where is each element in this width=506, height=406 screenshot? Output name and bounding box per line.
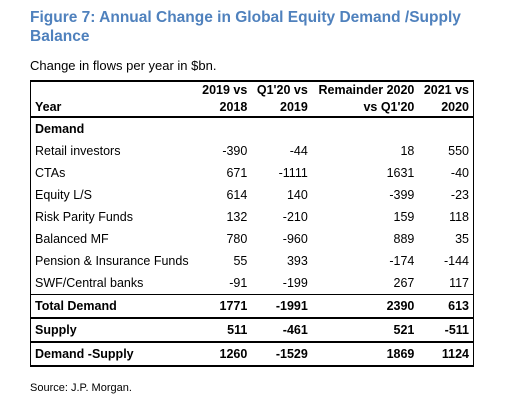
row-label: Balanced MF: [35, 232, 109, 246]
header-text: 2019 vs: [202, 83, 248, 97]
table-row: Demand -Supply 1260 -1529 1869 1124: [31, 342, 474, 366]
header-text: Q1'20 vs: [256, 83, 308, 97]
cell-value: 671: [226, 166, 248, 180]
cell-value: 613: [418, 294, 474, 319]
table-row: Risk Parity Funds 132 -210 159 118: [31, 206, 474, 228]
cell-value: -23: [450, 188, 469, 202]
column-header: Year: [30, 81, 197, 118]
column-header: 2019 vs 2018: [196, 81, 252, 118]
cell-value: 1260: [219, 347, 248, 361]
cell-value: 1869: [386, 347, 415, 361]
table-row: Pension & Insurance Funds 55 393 -174 -144: [31, 250, 474, 272]
cell-value: 1124: [441, 347, 469, 361]
cell-value: 511: [196, 318, 252, 343]
table-row: CTAs 671 -1111 1631 -40: [31, 162, 474, 184]
table-body: Demand Retail investors -390 -44 18 550 CTAs 67…: [30, 117, 474, 366]
table-row: Balanced MF 780 -960 889 35: [31, 228, 474, 250]
cell-value: 614: [226, 188, 248, 202]
cell-value: -960: [282, 232, 308, 246]
cell-value: -174: [389, 254, 415, 268]
cell-value: -461: [251, 318, 312, 343]
cell-value: -44: [289, 144, 308, 158]
cell-value: 35: [455, 232, 469, 246]
cell-value: -511: [418, 318, 474, 343]
cell-value: 1631: [386, 166, 415, 180]
cell-value: -1991: [251, 294, 312, 319]
cell-value: -144: [443, 254, 469, 268]
cell-value: -199: [251, 272, 312, 295]
cell-value: 780: [226, 232, 248, 246]
data-table: Year 2019 vs 2018 Q1'20 vs 2019 Remainder 202…: [30, 80, 474, 367]
header-text: Year: [35, 100, 62, 114]
cell-value: 132: [226, 210, 248, 224]
table-row: Total Demand 1771 -1991 2390 613: [30, 294, 474, 319]
column-header: Q1'20 vs 2019: [251, 81, 312, 118]
row-label: Demand -Supply: [35, 347, 134, 361]
cell-value: 118: [449, 210, 469, 224]
row-label: CTAs: [35, 166, 66, 180]
row-label: Equity L/S: [35, 188, 92, 202]
row-label: Total Demand: [30, 294, 197, 319]
row-label: SWF/Central banks: [30, 272, 197, 295]
cell-value: 521: [311, 318, 419, 343]
cell-value: 18: [400, 144, 415, 158]
cell-value: 550: [448, 144, 469, 158]
header-text: 2021 vs: [423, 83, 469, 97]
column-header: Remainder 2020 vs Q1'20: [311, 81, 419, 118]
cell-value: -210: [282, 210, 308, 224]
cell-value: -40: [450, 166, 469, 180]
header-text: Remainder 2020: [318, 83, 415, 97]
cell-value: -1529: [275, 347, 308, 361]
cell-value: -1111: [278, 166, 308, 180]
table-row: Equity L/S 614 140 -399 -23: [31, 184, 474, 206]
header-row: Year 2019 vs 2018 Q1'20 vs 2019 Remainder 202…: [30, 81, 474, 118]
cell-value: 1771: [196, 294, 252, 319]
cell-value: 267: [311, 272, 419, 295]
row-label: Pension & Insurance Funds: [35, 254, 189, 268]
cell-value: 55: [233, 254, 248, 268]
row-label: Retail investors: [35, 144, 121, 158]
section-label: Demand: [35, 122, 85, 136]
row-label: Supply: [30, 318, 197, 343]
cell-value: -390: [222, 144, 248, 158]
section-row: Demand: [31, 117, 474, 140]
cell-value: -399: [389, 188, 415, 202]
cell-value: 117: [418, 272, 474, 295]
column-header: 2021 vs 2020: [418, 81, 474, 118]
header-text: vs Q1'20: [363, 100, 415, 114]
header-text: 2020: [441, 100, 469, 114]
header-text: 2019: [280, 100, 308, 114]
table-row: Retail investors -390 -44 18 550: [31, 140, 474, 162]
figure-title: Figure 7: Annual Change in Global Equity…: [30, 9, 461, 45]
cell-value: 393: [286, 254, 308, 268]
cell-value: -91: [196, 272, 252, 295]
table-row: Supply 511 -461 521 -511: [30, 318, 474, 343]
cell-value: 889: [393, 232, 415, 246]
row-label: Risk Parity Funds: [35, 210, 133, 224]
source-note: Source: J.P. Morgan.: [30, 382, 132, 394]
cell-value: 159: [393, 210, 415, 224]
subtitle: Change in flows per year in $bn.: [30, 58, 217, 73]
cell-value: 2390: [311, 294, 419, 319]
header-text: 2018: [219, 100, 248, 114]
table-row: SWF/Central banks -91 -199 267 117: [30, 272, 474, 295]
cell-value: 140: [286, 188, 308, 202]
